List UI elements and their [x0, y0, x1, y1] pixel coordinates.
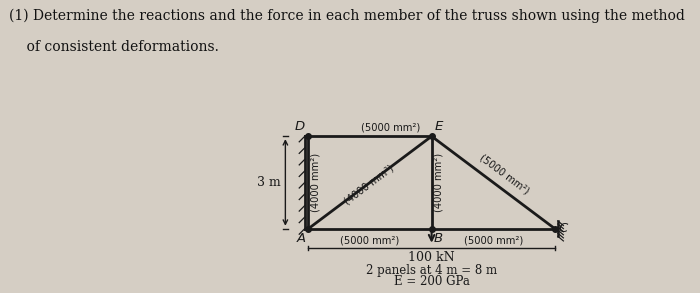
Text: (5000 mm²): (5000 mm²) — [463, 235, 523, 246]
Text: of consistent deformations.: of consistent deformations. — [9, 40, 219, 54]
Text: 100 kN: 100 kN — [408, 251, 455, 264]
Text: B: B — [434, 232, 443, 245]
Text: (4000 mm²): (4000 mm²) — [433, 153, 443, 212]
Text: (5000 mm²): (5000 mm²) — [360, 122, 420, 132]
Text: D: D — [295, 120, 305, 133]
Text: (1) Determine the reactions and the force in each member of the truss shown usin: (1) Determine the reactions and the forc… — [9, 9, 685, 23]
Text: E = 200 GPa: E = 200 GPa — [393, 275, 470, 288]
Text: C: C — [559, 222, 568, 235]
Text: (4000 mm²): (4000 mm²) — [310, 153, 320, 212]
Text: (4000 mm²): (4000 mm²) — [342, 163, 395, 207]
Text: E: E — [435, 120, 443, 133]
Text: (5000 mm²): (5000 mm²) — [340, 235, 400, 246]
Text: (5000 mm²): (5000 mm²) — [477, 152, 531, 196]
Text: 3 m: 3 m — [257, 176, 281, 189]
Text: 2 panels at 4 m = 8 m: 2 panels at 4 m = 8 m — [366, 264, 497, 277]
Text: A: A — [297, 232, 306, 245]
